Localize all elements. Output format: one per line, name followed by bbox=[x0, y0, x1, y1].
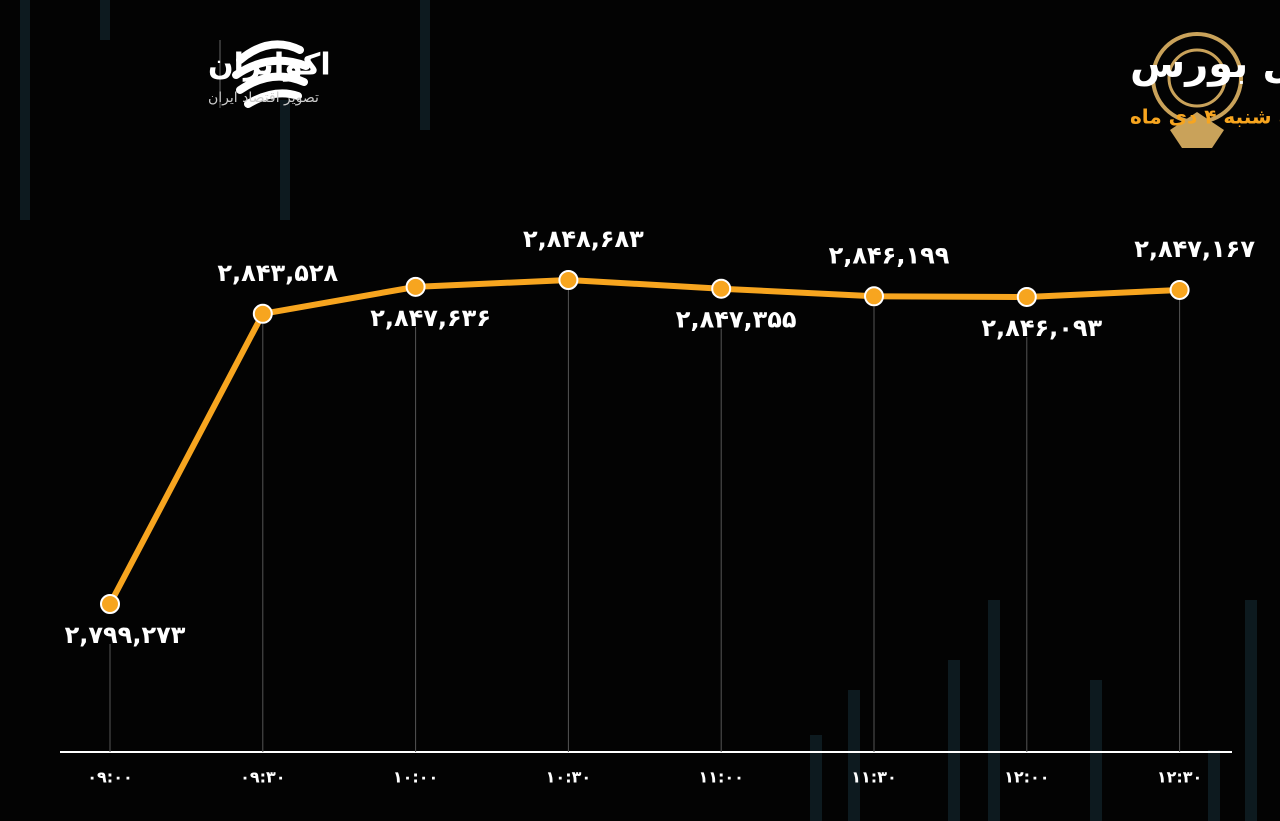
point bbox=[558, 270, 579, 290]
brand-name: اکوایران bbox=[208, 48, 331, 83]
point bbox=[100, 594, 120, 614]
x-tick-label: ۱۱:۰۰ bbox=[698, 768, 743, 787]
point bbox=[711, 278, 732, 299]
point bbox=[1016, 286, 1037, 307]
point bbox=[405, 276, 426, 297]
value-label: ۲,۸۴۷,۶۳۶ bbox=[370, 304, 491, 332]
index-emblem bbox=[1151, 32, 1243, 148]
value-label: ۲,۷۹۹,۲۷۳ bbox=[65, 621, 186, 649]
chart-title: روند شاخص کل بورس bbox=[1130, 41, 1280, 87]
value-label: ۲,۸۴۷,۱۶۷ bbox=[1134, 235, 1255, 263]
point bbox=[1169, 279, 1190, 300]
line bbox=[107, 277, 1180, 606]
decor-bars bbox=[20, 0, 1257, 821]
brand-logo bbox=[219, 40, 310, 108]
chart-subtitle: سه شنبه ۴ دی ماه bbox=[1130, 105, 1280, 129]
value-label: ۲,۸۴۸,۶۸۳ bbox=[523, 225, 644, 253]
x-tick-label: ۱۲:۰۰ bbox=[1004, 768, 1049, 787]
x-tick-label: ۱۰:۰۰ bbox=[393, 768, 438, 787]
brand-tagline: تصویر اقتصاد ایران bbox=[208, 90, 319, 106]
x-tick-label: ۱۱:۳۰ bbox=[851, 768, 896, 787]
x-tick-label: ۰۹:۳۰ bbox=[240, 768, 285, 787]
x-tick-label: ۰۹:۰۰ bbox=[87, 768, 132, 787]
x-tick-label: ۱۲:۳۰ bbox=[1157, 768, 1202, 787]
value-label: ۲,۸۴۶,۰۹۳ bbox=[981, 314, 1102, 342]
value-label: ۲,۸۴۳,۵۲۸ bbox=[217, 259, 338, 287]
point bbox=[864, 286, 884, 307]
value-label: ۲,۸۴۷,۳۵۵ bbox=[676, 306, 797, 334]
value-label: ۲,۸۴۶,۱۹۹ bbox=[829, 241, 950, 269]
point bbox=[252, 303, 273, 324]
x-tick-label: ۱۰:۳۰ bbox=[546, 768, 591, 787]
